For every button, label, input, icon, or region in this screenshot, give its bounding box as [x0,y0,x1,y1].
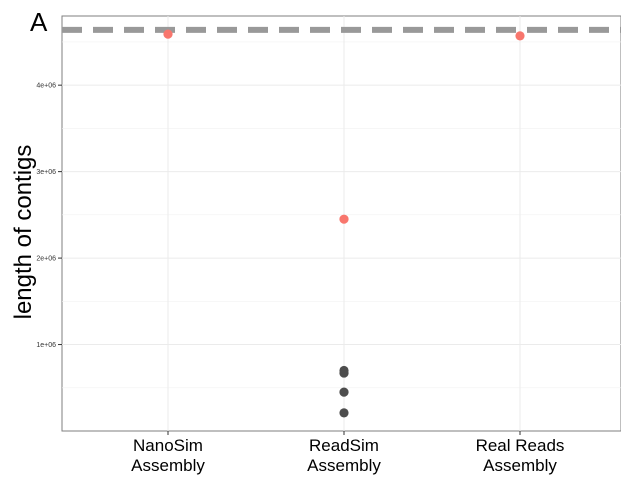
y-tick-label: 1e+06 [36,342,56,349]
x-tick-label: ReadSim Assembly [307,436,381,475]
y-tick-label: 4e+06 [36,83,56,90]
y-tick-label: 2e+06 [36,256,56,263]
y-axis-label: length of contigs [10,145,37,320]
panel-letter: A [30,7,48,37]
minor-grid [62,41,621,389]
data-point [163,29,173,39]
data-point [515,31,525,41]
data-point [339,368,349,378]
data-point [339,214,349,224]
x-tick-label: NanoSim Assembly [131,436,205,475]
x-axis-ticks: NanoSim Assembly ReadSim Assembly Real Reads… [131,431,564,475]
major-grid [62,16,621,431]
data-point [339,387,349,397]
x-tick-label: Real Reads Assembly [476,436,565,475]
data-point [339,408,349,418]
y-axis-ticks: 1e+06 2e+06 3e+06 4e+06 [36,83,62,349]
y-tick-label: 3e+06 [36,169,56,176]
data-points [163,29,525,418]
